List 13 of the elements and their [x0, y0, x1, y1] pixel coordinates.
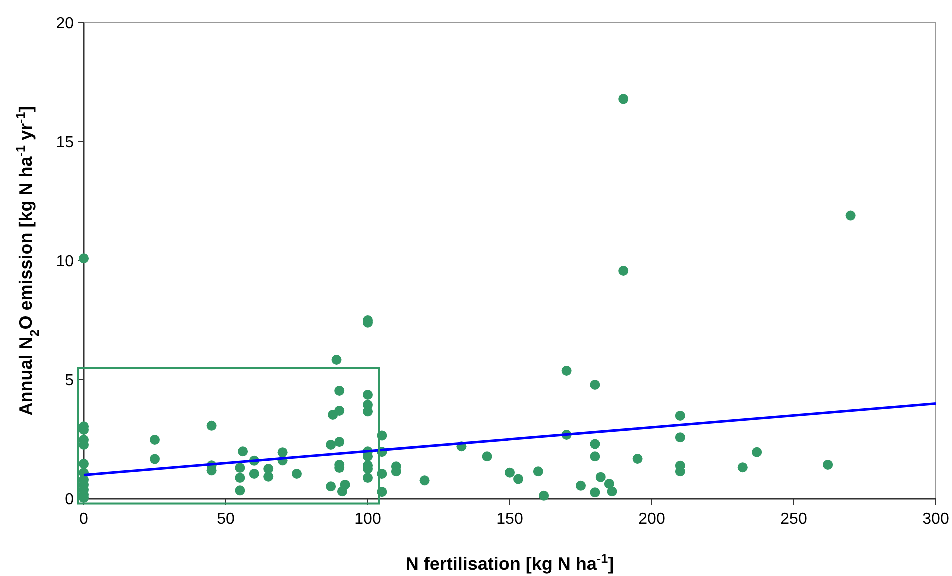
x-tick-label: 300 [922, 511, 950, 528]
y-tick-label: 15 [56, 134, 74, 152]
x-tick-label: 100 [354, 511, 382, 528]
x-tick-label: 200 [638, 511, 666, 528]
x-tick-label: 250 [780, 511, 808, 528]
x-tick-label: 50 [217, 511, 235, 528]
x-tick-label: 0 [80, 511, 89, 528]
y-tick-label: 10 [56, 254, 74, 271]
x-axis-title: N fertilisation [kg N ha$^{-1}$] [406, 552, 614, 574]
x-tick-label: 150 [496, 511, 524, 528]
y-tick-label: 20 [56, 16, 74, 33]
y-tick-label: 5 [65, 372, 74, 390]
y-tick-label: 0 [65, 492, 74, 509]
